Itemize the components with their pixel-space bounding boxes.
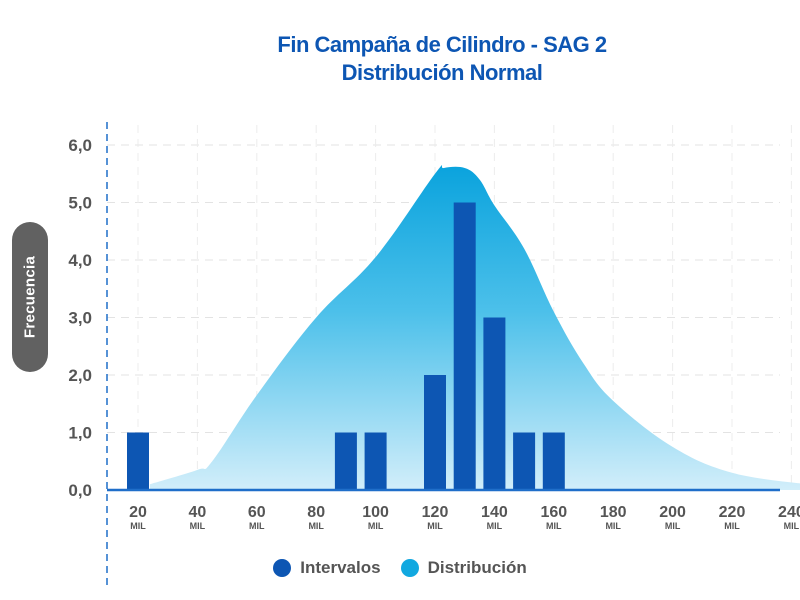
legend: Intervalos Distribución xyxy=(0,558,800,578)
x-tick-unit-label: MIL xyxy=(665,521,681,531)
x-tick-unit-label: MIL xyxy=(308,521,324,531)
x-tick-unit-label: MIL xyxy=(427,521,443,531)
x-tick-label: 40 xyxy=(189,504,207,521)
x-tick-unit-label: MIL xyxy=(546,521,562,531)
bar-intervalo xyxy=(364,432,387,490)
y-axis-label-pill: Frecuencia xyxy=(12,222,48,372)
chart-title: Fin Campaña de Cilindro - SAG 2 xyxy=(277,32,607,57)
x-tick-label: 200 xyxy=(659,504,686,521)
bar-intervalo xyxy=(424,375,446,490)
bars-layer xyxy=(127,202,565,490)
x-tick-labels: 20MIL40MIL60MIL80MIL100MIL120MIL140MIL16… xyxy=(129,504,800,531)
x-tick-unit-label: MIL xyxy=(784,521,800,531)
x-tick-label: 160 xyxy=(540,504,567,521)
bar-intervalo xyxy=(127,432,149,490)
bar-intervalo xyxy=(542,432,565,490)
x-tick-unit-label: MIL xyxy=(249,521,265,531)
x-tick-label: 240 xyxy=(778,504,800,521)
x-tick-label: 180 xyxy=(600,504,627,521)
x-tick-label: 100 xyxy=(362,504,389,521)
y-tick-labels: 0,0 1,0 2,0 3,0 4,0 5,0 6,0 xyxy=(68,136,92,500)
x-tick-label: 140 xyxy=(481,504,508,521)
bar-intervalo xyxy=(483,317,506,490)
legend-item-intervalos: Intervalos xyxy=(273,558,381,578)
y-tick-label: 6,0 xyxy=(68,136,92,155)
legend-item-distribucion: Distribución xyxy=(400,558,527,578)
legend-label-distribucion: Distribución xyxy=(427,558,527,577)
x-tick-unit-label: MIL xyxy=(130,521,146,531)
y-tick-label: 2,0 xyxy=(68,366,92,385)
x-tick-label: 80 xyxy=(307,504,325,521)
y-tick-label: 0,0 xyxy=(68,481,92,500)
bar-intervalo xyxy=(453,202,476,490)
axes xyxy=(106,122,780,585)
bar-intervalo xyxy=(334,432,357,490)
x-tick-label: 20 xyxy=(129,504,147,521)
x-tick-unit-label: MIL xyxy=(368,521,384,531)
y-tick-label: 5,0 xyxy=(68,194,92,213)
y-tick-label: 1,0 xyxy=(68,424,92,443)
x-tick-label: 120 xyxy=(422,504,449,521)
legend-label-intervalos: Intervalos xyxy=(300,558,381,577)
legend-swatch-intervalos xyxy=(273,559,292,577)
x-tick-unit-label: MIL xyxy=(487,521,503,531)
x-tick-unit-label: MIL xyxy=(190,521,206,531)
x-tick-unit-label: MIL xyxy=(605,521,621,531)
chart-subtitle: Distribución Normal xyxy=(341,60,543,85)
y-tick-label: 4,0 xyxy=(68,251,92,270)
legend-swatch-distribucion xyxy=(400,559,419,577)
x-tick-label: 60 xyxy=(248,504,266,521)
x-tick-label: 220 xyxy=(719,504,746,521)
bar-intervalo xyxy=(513,432,536,490)
x-tick-unit-label: MIL xyxy=(724,521,740,531)
y-tick-label: 3,0 xyxy=(68,309,92,328)
